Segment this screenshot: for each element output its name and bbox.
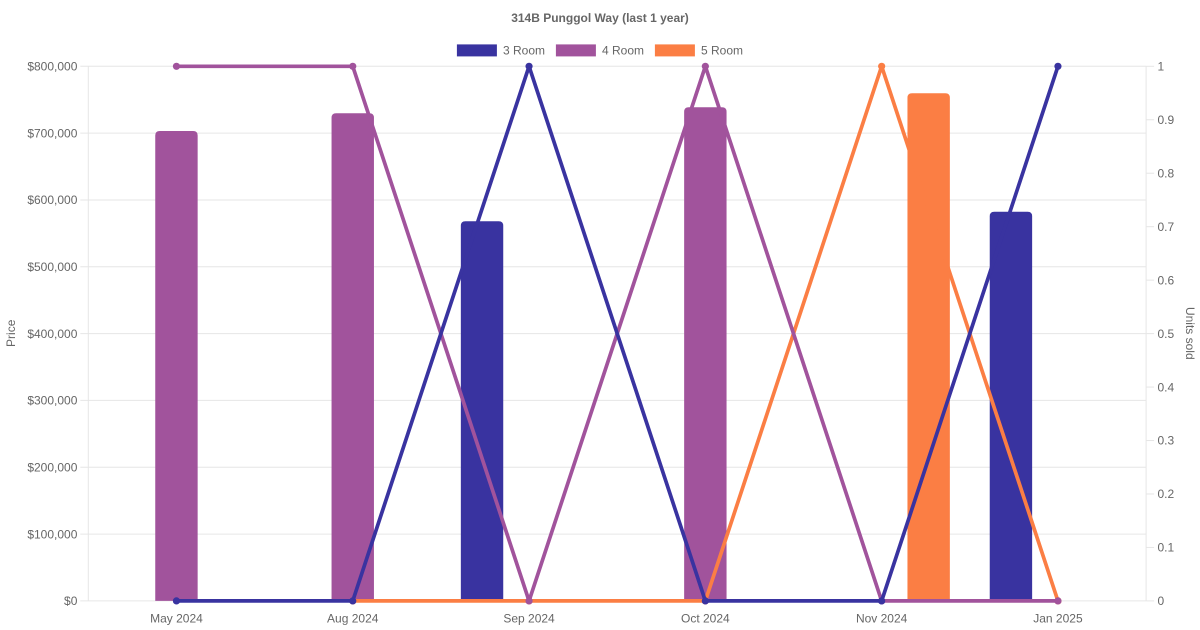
svg-text:Units sold: Units sold [1183, 307, 1197, 360]
svg-text:Aug 2024: Aug 2024 [327, 612, 379, 626]
svg-text:0.8: 0.8 [1158, 166, 1175, 180]
svg-text:0.6: 0.6 [1158, 273, 1175, 287]
svg-text:Jan 2025: Jan 2025 [1033, 612, 1083, 626]
svg-text:1: 1 [1158, 60, 1165, 74]
svg-text:0.2: 0.2 [1158, 487, 1175, 501]
svg-text:314B Punggol Way (last 1 year): 314B Punggol Way (last 1 year) [511, 11, 689, 25]
svg-text:0.3: 0.3 [1158, 434, 1175, 448]
svg-text:$100,000: $100,000 [27, 527, 77, 541]
svg-text:$700,000: $700,000 [27, 126, 77, 140]
svg-text:4 Room: 4 Room [602, 44, 644, 58]
svg-text:May 2024: May 2024 [150, 612, 203, 626]
svg-text:0.9: 0.9 [1158, 113, 1175, 127]
svg-text:Oct 2024: Oct 2024 [681, 612, 730, 626]
svg-text:$400,000: $400,000 [27, 327, 77, 341]
svg-text:$800,000: $800,000 [27, 60, 77, 74]
svg-text:Nov 2024: Nov 2024 [856, 612, 908, 626]
svg-text:Sep 2024: Sep 2024 [503, 612, 555, 626]
svg-text:$500,000: $500,000 [27, 260, 77, 274]
svg-text:Price: Price [4, 319, 18, 347]
svg-text:0.4: 0.4 [1158, 380, 1175, 394]
svg-text:$600,000: $600,000 [27, 193, 77, 207]
svg-text:0: 0 [1158, 594, 1165, 608]
svg-text:5 Room: 5 Room [701, 44, 743, 58]
svg-text:0.5: 0.5 [1158, 327, 1175, 341]
svg-text:$300,000: $300,000 [27, 394, 77, 408]
svg-text:0.1: 0.1 [1158, 541, 1175, 555]
svg-text:$200,000: $200,000 [27, 460, 77, 474]
svg-text:0.7: 0.7 [1158, 220, 1175, 234]
svg-text:$0: $0 [64, 594, 78, 608]
svg-text:3 Room: 3 Room [503, 44, 545, 58]
